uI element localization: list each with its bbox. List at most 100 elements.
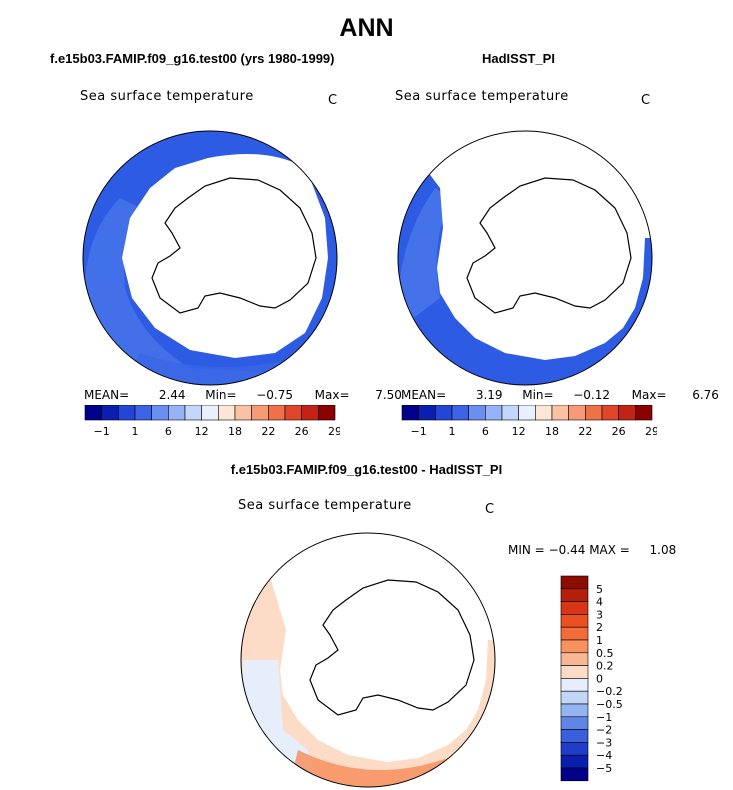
panel-3-colorbar-tick-label: −3 xyxy=(596,736,612,749)
panel-1-colorbar-box xyxy=(101,405,119,421)
panel-3-colorbar-box xyxy=(560,575,589,590)
panel-1-mean-value: 2.44 xyxy=(158,388,186,402)
panel-1-colorbar-box xyxy=(284,405,302,421)
panel-1-colorbar-box xyxy=(234,405,252,421)
panel-3-colorbar-box xyxy=(560,742,589,756)
panel-3-max-label: MAX = xyxy=(589,543,630,557)
panel-3-colorbar-tick-label: 2 xyxy=(596,621,603,634)
panel-2-colorbar-box xyxy=(501,405,519,421)
panel-1-stats: MEAN= 2.44 Min= −0.75 Max= 7.50 xyxy=(84,388,402,402)
panel-2-colorbar-box xyxy=(451,405,469,421)
panel-1-colorbar-box xyxy=(168,405,186,421)
panel-3-colorbar-box xyxy=(560,754,589,769)
panel-3-colorbar-tick-label: 3 xyxy=(596,608,603,621)
panel-3-colorbar-box xyxy=(560,665,589,679)
panel-3-colorbar-box xyxy=(560,639,589,654)
panel-1-colorbar-box xyxy=(184,405,202,421)
panel-2-colorbar-box xyxy=(518,405,536,421)
panel-2-colorbar-box xyxy=(401,405,419,421)
panel-3-colorbar-tick-label: 5 xyxy=(596,583,603,596)
panel-1-colorbar-box xyxy=(218,405,236,421)
panel-3-units-label: C xyxy=(485,502,495,517)
panel-3-colorbar-box xyxy=(560,690,589,705)
panel-2-colorbar-tick-label: 6 xyxy=(482,425,489,438)
colorbar-panel-2: −1 1 6 12 18 22 26 29 xyxy=(401,405,657,438)
panel-3-colorbar-box xyxy=(560,729,589,743)
panel-2-min-value: −0.12 xyxy=(573,388,611,402)
map-outline xyxy=(240,532,496,788)
panel-1-units-label: C xyxy=(328,93,338,108)
panel-2-colorbar-box xyxy=(485,405,503,421)
panel-3-colorbar-box xyxy=(560,652,589,666)
panel-2-colorbar-box xyxy=(585,405,603,421)
panel-1-colorbar-tick-label: 29 xyxy=(328,425,340,438)
panel-1-colorbar-box xyxy=(201,405,219,421)
panel-1-variable-label: Sea surface temperature xyxy=(80,89,254,104)
panel-3-colorbar-tick-label: 0.2 xyxy=(596,660,614,673)
panel-1-min-label: Min= xyxy=(205,388,237,402)
map-outline xyxy=(82,130,338,386)
panel-1-title: f.e15b03.FAMIP.f09_g16.test00 (yrs 1980-… xyxy=(50,51,335,66)
panel-2-colorbar-box xyxy=(535,405,553,421)
panel-2-colorbar-tick-label: −1 xyxy=(411,425,427,438)
panel-3-colorbar-tick-label: 0 xyxy=(596,672,603,685)
panel-2-colorbar-tick-label: 29 xyxy=(645,425,657,438)
panel-3-min-label: MIN = xyxy=(508,543,545,557)
panel-1-colorbar-tick-label: 26 xyxy=(295,425,309,438)
panel-2-colorbar-box xyxy=(601,405,619,421)
panel-1-colorbar-box xyxy=(84,405,102,421)
panel-1-colorbar-tick-label: 6 xyxy=(165,425,172,438)
panel-1-colorbar-tick-label: −1 xyxy=(94,425,110,438)
panel-3-colorbar-box xyxy=(560,601,589,615)
panel-3-colorbar-tick-label: −2 xyxy=(596,724,612,737)
panel-2-colorbar-tick-label: 12 xyxy=(512,425,526,438)
map-outline xyxy=(397,130,653,386)
panel-2-colorbar-box xyxy=(635,405,653,421)
panel-3-colorbar-tick-label: 1 xyxy=(596,634,603,647)
panel-3-stats: MIN = −0.44 MAX = 1.08 xyxy=(508,543,676,557)
panel-3-colorbar-box xyxy=(560,588,589,602)
panel-2-min-label: Min= xyxy=(522,388,554,402)
panel-3-colorbar-box xyxy=(560,626,589,641)
panel-2-colorbar-box xyxy=(435,405,453,421)
panel-3-colorbar-tick-label: 4 xyxy=(596,596,603,609)
panel-1-colorbar-tick-label: 18 xyxy=(228,425,242,438)
antarctica-coastline xyxy=(466,177,632,314)
panel-3-colorbar-box xyxy=(560,716,589,730)
figure-title: ANN xyxy=(339,14,394,42)
map-panel-1 xyxy=(82,130,338,386)
panel-3-colorbar-tick-label: −1 xyxy=(596,711,612,724)
ice-mask xyxy=(241,533,495,762)
panel-3-max-value: 1.08 xyxy=(649,543,677,557)
panel-3-title: f.e15b03.FAMIP.f09_g16.test00 - HadISST_… xyxy=(230,462,503,477)
panel-2-colorbar-box xyxy=(551,405,569,421)
panel-2-colorbar-tick-label: 18 xyxy=(545,425,559,438)
panel-1-colorbar-tick-label: 22 xyxy=(261,425,275,438)
panel-2-title: HadISST_PI xyxy=(482,51,555,66)
panel-3-colorbar-tick-label: 0.5 xyxy=(596,647,614,660)
panel-3-colorbar-tick-label: −5 xyxy=(596,762,612,775)
panel-2-mean-label: MEAN= xyxy=(401,388,447,402)
panel-2-mean-value: 3.19 xyxy=(475,388,503,402)
panel-1-colorbar-box xyxy=(134,405,152,421)
panel-2-max-label: Max= xyxy=(631,388,667,402)
panel-1-mean-label: MEAN= xyxy=(84,388,130,402)
panel-1-colorbar-tick-label: 1 xyxy=(132,425,139,438)
panel-1-colorbar-box xyxy=(268,405,286,421)
panel-2-variable-label: Sea surface temperature xyxy=(395,89,569,104)
panel-3-variable-label: Sea surface temperature xyxy=(238,498,412,513)
panel-2-colorbar-box xyxy=(418,405,436,421)
map-panel-3 xyxy=(240,532,496,788)
panel-1-min-value: −0.75 xyxy=(256,388,294,402)
panel-3-colorbar-box xyxy=(560,678,589,692)
panel-1-max-label: Max= xyxy=(314,388,350,402)
map-panel-2 xyxy=(397,130,653,386)
panel-2-max-value: 6.76 xyxy=(692,388,719,402)
panel-2-colorbar-box xyxy=(568,405,586,421)
panel-3-colorbar-tick-label: −4 xyxy=(596,749,612,762)
colorbar-panel-1: −1 1 6 12 18 22 26 29 xyxy=(84,405,340,438)
antarctica-coastline xyxy=(151,177,317,314)
panel-2-colorbar-box xyxy=(618,405,636,421)
panel-1-colorbar-box xyxy=(301,405,319,421)
